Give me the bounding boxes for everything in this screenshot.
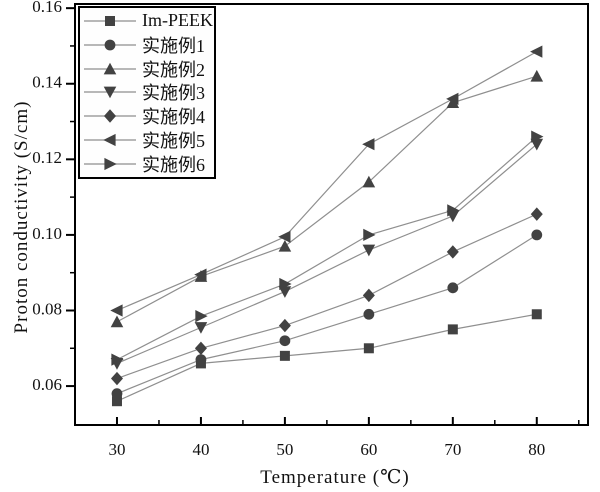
legend-marker-triangle-right — [84, 157, 136, 171]
diamond-marker — [530, 207, 543, 221]
square-marker — [111, 396, 122, 407]
triangle-right-marker — [363, 228, 376, 242]
legend-label: 实施例5 — [142, 131, 205, 152]
square-marker — [531, 309, 542, 320]
triangle-up-marker — [530, 69, 544, 82]
x-tick-label: 30 — [108, 440, 125, 459]
legend-marker-square — [84, 15, 136, 26]
legend-marker-triangle-down — [84, 87, 136, 99]
triangle-up-marker — [362, 175, 376, 188]
triangle-left-icon — [103, 134, 116, 147]
legend-label: 实施例1 — [142, 35, 205, 56]
triangle-up-marker — [446, 96, 460, 109]
square-marker — [363, 343, 374, 354]
circle-icon — [104, 39, 116, 51]
x-tick-label: 70 — [444, 440, 461, 459]
triangle-up-icon — [103, 62, 117, 75]
series-markers-triangle-right — [111, 130, 544, 366]
circle-marker — [363, 308, 375, 320]
triangle-right-icon — [104, 157, 117, 171]
circle-marker — [279, 335, 291, 347]
square-marker — [279, 350, 290, 361]
legend-marker-triangle-up — [84, 62, 136, 75]
legend-label: 实施例4 — [142, 107, 205, 128]
legend-item: 实施例5 — [80, 129, 214, 152]
triangle-down-marker — [278, 286, 292, 298]
triangle-right-marker — [279, 277, 292, 291]
legend-item: 实施例4 — [80, 105, 214, 128]
x-tick-label: 50 — [276, 440, 293, 459]
triangle-left-marker — [362, 138, 375, 151]
diamond-marker — [194, 341, 207, 355]
diamond-marker — [446, 245, 459, 259]
triangle-down-marker — [362, 244, 376, 257]
series-markers-triangle-up — [110, 69, 544, 328]
y-tick-label: 0.14 — [32, 73, 62, 92]
series-line-circle — [116, 234, 538, 395]
triangle-down-icon — [103, 87, 117, 99]
legend-item: 实施例1 — [80, 33, 214, 56]
triangle-right-marker — [531, 130, 544, 143]
series-markers-diamond — [110, 207, 543, 386]
series-markers-triangle-left — [110, 45, 543, 317]
diamond-marker — [362, 288, 375, 303]
legend-item: Im-PEEK — [80, 9, 214, 32]
triangle-left-marker — [278, 230, 291, 243]
legend-marker-diamond — [84, 109, 136, 123]
diamond-marker — [110, 371, 123, 386]
series-line-triangle-up — [116, 75, 537, 323]
diamond-marker — [278, 318, 291, 333]
x-tick-label: 60 — [360, 440, 377, 459]
series-line-triangle-right — [116, 136, 538, 361]
x-tick-label: 40 — [192, 440, 209, 459]
x-axis-label: Temperature (℃) — [260, 467, 410, 488]
y-tick-label: 0.16 — [32, 0, 62, 16]
legend-marker-circle — [84, 39, 136, 51]
y-tick-label: 0.12 — [32, 148, 62, 167]
circle-marker — [447, 282, 459, 294]
x-tick-label: 80 — [528, 440, 545, 459]
y-tick-label: 0.10 — [32, 224, 62, 243]
triangle-left-marker — [446, 92, 459, 105]
triangle-right-marker — [111, 353, 124, 366]
triangle-down-marker — [194, 322, 208, 334]
triangle-left-marker — [530, 45, 543, 58]
legend-label: 实施例6 — [142, 154, 205, 175]
legend-item: 实施例2 — [80, 57, 214, 80]
legend-label: 实施例2 — [142, 59, 205, 80]
triangle-left-marker — [110, 304, 123, 317]
triangle-down-marker — [530, 138, 544, 151]
legend-label: Im-PEEK — [142, 10, 213, 31]
series-line-triangle-down — [116, 143, 538, 364]
y-tick-label: 0.06 — [32, 375, 62, 394]
series-line-diamond — [116, 213, 538, 380]
series-line-square — [116, 313, 537, 402]
square-icon — [105, 15, 115, 26]
y-tick-label: 0.08 — [32, 299, 62, 318]
legend-marker-triangle-left — [84, 134, 136, 147]
circle-marker — [195, 354, 207, 366]
y-axis-label: Proton conductivity (S/cm) — [11, 100, 32, 334]
triangle-left-marker — [194, 268, 207, 281]
square-marker — [447, 324, 458, 335]
triangle-right-marker — [195, 310, 208, 323]
legend-item: 实施例3 — [80, 81, 214, 104]
triangle-up-marker — [278, 239, 292, 252]
diamond-icon — [104, 109, 116, 123]
legend: Im-PEEK 实施例1 实施例2 实施例3 实施例4 实施例5 实施例6 — [78, 6, 216, 179]
legend-item: 实施例6 — [80, 152, 214, 175]
triangle-up-marker — [110, 315, 124, 328]
circle-marker — [111, 388, 123, 400]
series-markers-circle — [111, 229, 543, 400]
legend-label: 实施例3 — [142, 83, 205, 104]
series-line-triangle-left — [116, 51, 538, 312]
triangle-right-marker — [447, 204, 460, 217]
plot-border — [74, 3, 589, 426]
circle-marker — [531, 229, 543, 241]
